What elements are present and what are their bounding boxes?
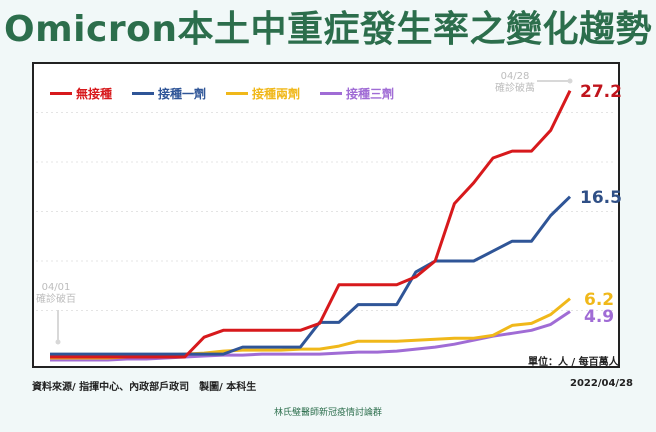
annotation-start: 04/01 確診破百: [36, 282, 76, 306]
legend-swatch-icon: [132, 92, 155, 95]
data-source: 資料來源/ 指揮中心、內政部戶政司 製圖/ 本科生: [32, 382, 257, 393]
annotation-end-date: 04/28: [500, 71, 530, 82]
legend-item-unvaccinated: 無接種: [50, 85, 112, 102]
credit-text: 林氏璧醫師新冠疫情討論群: [273, 408, 382, 418]
end-label-unvaccinated: 27.2: [580, 82, 622, 102]
annotation-dot-icon: [55, 339, 61, 345]
chart-date: 2022/04/28: [570, 378, 633, 389]
series-line: [50, 195, 572, 356]
unit-label: 單位：人 / 每百萬人: [528, 357, 619, 368]
legend-swatch-icon: [50, 92, 72, 95]
chart-title: Omicron本土中重症發生率之變化趨勢: [4, 9, 652, 50]
legend-item-one-dose: 接種一劑: [132, 85, 206, 102]
annotation-dot-icon: [567, 78, 573, 84]
series-line: [50, 90, 572, 359]
end-label-two-doses: 6.2: [584, 290, 615, 310]
legend-swatch-icon: [320, 92, 343, 95]
legend: 無接種 接種一劑 接種兩劑 接種三劑: [50, 85, 394, 102]
series-lines: [50, 90, 572, 362]
legend-label: 接種三劑: [346, 87, 395, 101]
legend-swatch-icon: [226, 92, 249, 95]
annotation-end-text: 確診破萬: [495, 83, 535, 94]
annotation-markers: [55, 78, 573, 345]
legend-label: 接種兩劑: [252, 87, 301, 101]
legend-item-two-doses: 接種兩劑: [226, 85, 300, 102]
legend-label: 接種一劑: [158, 87, 207, 101]
legend-label: 無接種: [76, 87, 113, 101]
gridlines: [36, 112, 616, 311]
end-label-one-dose: 16.5: [580, 188, 622, 208]
end-label-three-doses: 4.9: [584, 307, 615, 327]
annotation-start-text: 確診破百: [36, 294, 76, 305]
annotation-start-date: 04/01: [41, 282, 71, 293]
annotation-end: 04/28 確診破萬: [490, 71, 540, 95]
legend-item-three-doses: 接種三劑: [320, 85, 394, 102]
